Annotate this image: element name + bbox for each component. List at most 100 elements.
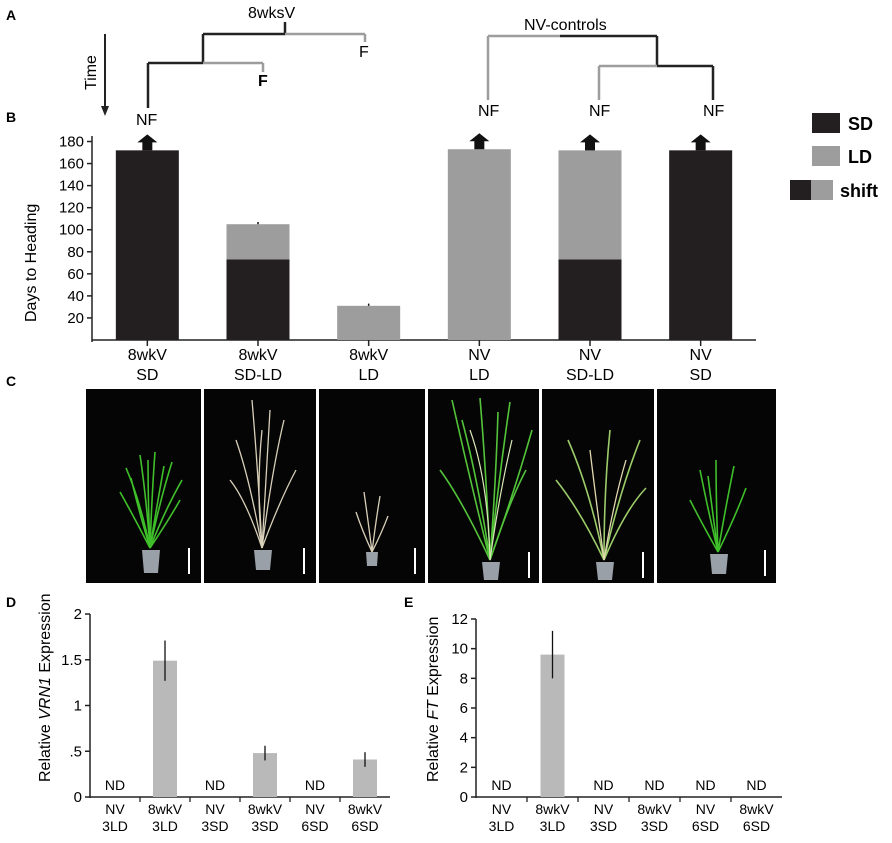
ft-expression-chart: Relative FT Expression 024681012NDNV3LD8… <box>425 611 782 834</box>
x-tick-label: 8wkV <box>349 347 388 364</box>
legend-swatch-sd <box>812 113 840 133</box>
y-tick-label: 100 <box>59 222 84 239</box>
outcome-label: NF <box>478 103 500 120</box>
nd-label: ND <box>644 777 664 793</box>
time-arrow-head <box>101 106 109 116</box>
y-tick-label: 2 <box>74 606 82 623</box>
not-flowered-arrow <box>469 133 490 150</box>
y-tick-label: 140 <box>59 178 84 195</box>
x-tick-label: 3SD <box>590 818 617 834</box>
panel-a-letter: A <box>6 7 16 23</box>
controls-tree: NV-controls <box>486 17 715 100</box>
x-tick-label: NV <box>468 347 491 364</box>
nd-label: ND <box>205 777 225 793</box>
vernalized-label: 8wksV <box>248 5 295 22</box>
legend: SD LD shift <box>790 113 878 201</box>
bar-sd <box>558 259 622 340</box>
outcome-label: F <box>258 73 268 90</box>
plant-photo-8wkv-sd-ld <box>204 389 316 583</box>
heading-chart: Days to Heading 20 40 60 80 100 120 140 160 180 8… <box>23 133 756 384</box>
plant-photo-nv-ld <box>428 389 539 583</box>
x-tick-label: NV <box>205 801 225 817</box>
y-axis-label: Relative VRN1 Expression <box>37 593 54 782</box>
x-tick-label: 8wkV <box>739 801 774 817</box>
x-tick-label: 3LD <box>152 818 178 834</box>
y-tick-label: 2 <box>460 759 468 776</box>
nd-label: ND <box>593 777 613 793</box>
outcome-label: F <box>359 44 369 61</box>
x-tick-label: SD <box>690 367 712 384</box>
y-tick-label: 6 <box>460 700 468 717</box>
x-tick-label: 6SD <box>743 818 770 834</box>
y-tick-label: 12 <box>451 611 468 628</box>
panel-b-letter: B <box>6 109 16 125</box>
plant-photo-nv-sd-ld <box>542 389 654 583</box>
panel-c-letter: C <box>6 373 16 389</box>
vrn1-expression-chart: Relative VRN1 Expression 0.511.52NDNV3LD… <box>37 593 390 834</box>
nd-label: ND <box>746 777 766 793</box>
bar-ld <box>337 305 401 340</box>
expression-bar <box>153 660 177 797</box>
y-tick-label: .5 <box>69 743 82 760</box>
x-tick-label: SD <box>136 367 158 384</box>
x-tick-label: 8wkV <box>637 801 672 817</box>
x-tick-label: 6SD <box>301 818 328 834</box>
bar-ld <box>226 224 290 260</box>
x-tick-label: 8wkV <box>128 347 167 364</box>
y-tick-label: 1.5 <box>61 652 82 669</box>
x-tick-label: NV <box>492 801 512 817</box>
panel-d: D Relative VRN1 Expression 0.511.52NDNV3… <box>6 593 390 834</box>
bar-sd <box>669 150 733 340</box>
x-tick-label: 3LD <box>489 818 515 834</box>
y-tick-label: 1 <box>74 698 82 715</box>
y-tick-label: 0 <box>460 789 468 806</box>
controls-label: NV-controls <box>524 17 607 34</box>
y-tick-label: 20 <box>67 310 84 327</box>
x-tick-label: NV <box>105 801 125 817</box>
x-tick-label: 8wkV <box>348 801 383 817</box>
panel-a: A Time 8wksV NV-controls <box>6 5 725 129</box>
legend-swatch-shift-sd <box>790 180 811 200</box>
y-tick-label: 60 <box>67 266 84 283</box>
time-label: Time <box>83 55 100 90</box>
not-flowered-arrow <box>690 134 711 151</box>
outcome-label: NF <box>136 112 158 129</box>
outcome-label: NF <box>589 103 611 120</box>
y-tick-label: 40 <box>67 288 84 305</box>
bar-sd <box>115 150 179 340</box>
x-tick-label: NV <box>690 347 713 364</box>
not-flowered-arrow <box>137 134 158 151</box>
x-tick-label: 3SD <box>641 818 668 834</box>
plant-photo-8wkv-ld <box>319 389 425 583</box>
nd-label: ND <box>105 777 125 793</box>
x-tick-label: 3LD <box>102 818 128 834</box>
plant-photo-8wkv-sd <box>86 389 201 583</box>
x-tick-label: NV <box>305 801 325 817</box>
panel-e-letter: E <box>404 594 413 610</box>
panel-d-letter: D <box>6 594 16 610</box>
y-axis-label: Relative FT Expression <box>425 617 442 782</box>
x-tick-label: LD <box>469 367 489 384</box>
legend-label-sd: SD <box>848 114 873 134</box>
x-tick-label: 8wkV <box>535 801 570 817</box>
x-tick-label: 3SD <box>201 818 228 834</box>
vernalized-tree: 8wksV <box>146 5 367 108</box>
x-tick-label: NV <box>579 347 602 364</box>
bar-ld <box>558 150 622 260</box>
y-tick-label: 180 <box>59 134 84 151</box>
nd-label: ND <box>305 777 325 793</box>
y-tick-label: 4 <box>460 730 468 747</box>
plant-photo-nv-sd <box>657 389 776 583</box>
panel-e: E Relative FT Expression 024681012NDNV3L… <box>404 594 782 834</box>
legend-label-shift: shift <box>840 181 878 201</box>
y-tick-label: 120 <box>59 200 84 217</box>
x-tick-label: 8wkV <box>248 801 283 817</box>
x-tick-label: 8wkV <box>238 347 277 364</box>
panel-b: B Days to Heading 20 40 60 80 100 120 140 160 18… <box>6 109 878 384</box>
y-tick-label: 10 <box>451 641 468 658</box>
x-tick-label: NV <box>696 801 716 817</box>
x-tick-label: NV <box>594 801 614 817</box>
x-tick-label: 3LD <box>540 818 566 834</box>
y-tick-label: 8 <box>460 670 468 687</box>
